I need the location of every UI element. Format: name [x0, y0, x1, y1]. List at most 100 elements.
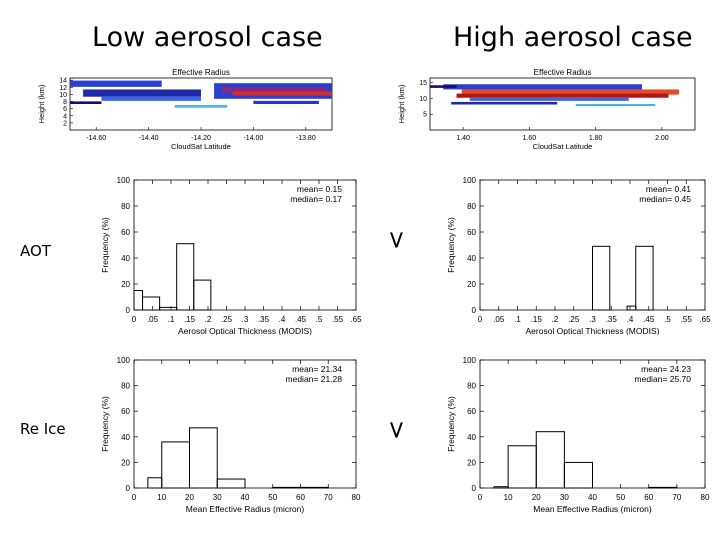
re-comparison-symbol: <	[382, 419, 411, 441]
x-tick-label: 0	[478, 493, 483, 502]
stats-label: mean= 21.34	[292, 364, 342, 374]
cloud-band	[221, 87, 327, 93]
curtain-x-tick-label: -14.00	[243, 135, 263, 142]
x-tick-label: .45	[295, 315, 307, 324]
x-axis-label: Mean Effective Radius (micron)	[533, 504, 652, 514]
cloud-band	[253, 100, 319, 104]
x-tick-label: .65	[699, 315, 711, 324]
x-tick-label: 40	[588, 493, 597, 502]
x-tick-label: .4	[627, 315, 634, 324]
curtain-x-tick-label: -14.60	[86, 135, 106, 142]
stats-label: mean= 0.15	[297, 184, 342, 194]
x-tick-label: .1	[514, 315, 521, 324]
curtain-y-label: Height (km)	[397, 84, 406, 123]
cloud-band	[456, 93, 669, 98]
histogram-bar	[161, 441, 190, 489]
y-tick-label: 20	[467, 458, 476, 467]
curtain-y-tick-label: 10	[419, 96, 427, 103]
x-tick-label: 10	[157, 493, 166, 502]
curtain-y-tick-label: 14	[59, 78, 67, 85]
x-tick-label: .05	[147, 315, 159, 324]
aot-row-label: AOT	[20, 242, 51, 260]
x-tick-label: .55	[332, 315, 344, 324]
x-tick-label: 80	[352, 493, 361, 502]
x-tick-label: .3	[242, 315, 249, 324]
x-tick-label: 80	[701, 493, 710, 502]
curtain-y-tick-label: 8	[63, 99, 67, 106]
high-aerosol-heading: High aerosol case	[453, 22, 693, 53]
curtain-x-label: CloudSat Latitude	[533, 142, 593, 151]
x-tick-label: 20	[532, 493, 541, 502]
cloud-band	[443, 84, 642, 90]
curtain-y-tick-label: 12	[59, 85, 67, 92]
x-tick-label: .65	[350, 315, 362, 324]
histogram-bar	[535, 431, 565, 489]
y-tick-label: 40	[467, 254, 476, 263]
stats-label: mean= 0.41	[646, 184, 691, 194]
histogram-bar	[648, 486, 678, 489]
aot-comparison-symbol: <	[382, 229, 411, 251]
cloud-band	[70, 80, 162, 87]
y-tick-label: 0	[126, 306, 131, 315]
y-tick-label: 60	[467, 407, 476, 416]
x-tick-label: .5	[316, 315, 323, 324]
y-tick-label: 40	[467, 433, 476, 442]
y-tick-label: 0	[126, 484, 131, 493]
histogram-bar	[563, 461, 593, 489]
x-tick-label: .2	[552, 315, 559, 324]
x-tick-label: .1	[168, 315, 175, 324]
stats-label: mean= 24.23	[641, 364, 691, 374]
x-tick-label: .15	[184, 315, 196, 324]
curtain-title: Effective Radius	[172, 68, 230, 77]
x-tick-label: .25	[221, 315, 233, 324]
y-axis-label: Frequency (%)	[446, 396, 456, 452]
histogram-bar	[159, 306, 178, 311]
curtain-x-tick-label: 1.40	[456, 135, 470, 142]
curtain-x-tick-label: 1.80	[589, 135, 603, 142]
x-tick-label: .05	[493, 315, 505, 324]
y-tick-label: 80	[467, 382, 476, 391]
x-tick-label: 30	[213, 493, 222, 502]
cloud-band	[430, 85, 457, 88]
x-tick-label: .2	[205, 315, 212, 324]
curtain-x-label: CloudSat Latitude	[171, 142, 231, 151]
y-tick-label: 20	[467, 280, 476, 289]
cloud-band	[101, 96, 201, 101]
x-axis-label: Aerosol Optical Thickness (MODIS)	[526, 326, 660, 335]
low-aerosol-heading: Low aerosol case	[92, 22, 323, 53]
x-tick-label: 0	[132, 315, 137, 324]
histogram-bar	[493, 486, 509, 489]
histogram-bar	[300, 486, 329, 489]
histogram-bar	[189, 427, 218, 489]
x-tick-label: 50	[268, 493, 277, 502]
x-tick-label: .5	[664, 315, 671, 324]
re-ice-histogram-high: 0 20 40 60 80 100 0 10 20 30 40 50 60 70 80 Mean Effect…	[446, 356, 710, 514]
histogram-bar	[507, 445, 537, 489]
histogram-bar	[216, 478, 246, 489]
y-tick-label: 60	[467, 228, 476, 237]
y-tick-label: 100	[463, 356, 477, 365]
y-tick-label: 40	[121, 433, 130, 442]
y-axis-label: Frequency (%)	[446, 217, 456, 273]
curtain-x-tick-label: 2.00	[655, 135, 669, 142]
curtain-x-tick-label: -14.40	[139, 135, 159, 142]
x-tick-label: 30	[560, 493, 569, 502]
curtain-y-tick-label: 2	[63, 120, 67, 127]
y-tick-label: 100	[463, 176, 477, 185]
y-tick-label: 80	[121, 202, 130, 211]
y-tick-label: 100	[117, 176, 131, 185]
histogram-bar	[635, 245, 654, 311]
x-tick-label: 0	[478, 315, 483, 324]
x-tick-label: 0	[132, 493, 137, 502]
cloud-band	[232, 91, 332, 96]
y-tick-label: 0	[472, 484, 477, 493]
x-tick-label: 70	[672, 493, 681, 502]
x-tick-label: 60	[644, 493, 653, 502]
aot-histogram-high: 0 20 40 60 80 100 0 .05 .1 .15 .2 .25 .3 .35 .4 .45 .5 .5…	[446, 176, 711, 335]
histogram-bar	[272, 486, 301, 489]
cloud-band	[575, 104, 656, 107]
y-tick-label: 80	[121, 382, 130, 391]
x-axis-label: Mean Effective Radius (micron)	[186, 504, 305, 514]
histogram-bar	[626, 305, 637, 311]
